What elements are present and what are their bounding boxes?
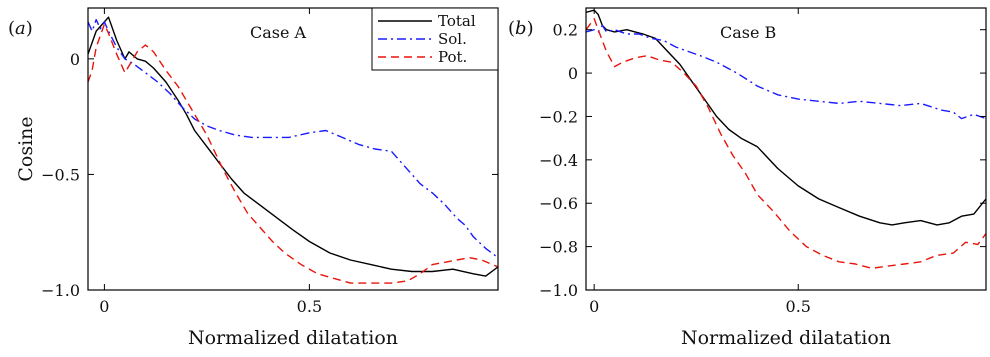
y-tick-label: 0 — [568, 64, 578, 83]
y-tick-label: −1.0 — [41, 281, 80, 300]
y-tick-label: −1.0 — [539, 281, 578, 300]
y-axis-label: Cosine — [15, 116, 37, 181]
plot-frame — [585, 7, 987, 291]
x-tick-label: 0 — [99, 297, 109, 316]
case-label: Case A — [250, 23, 307, 42]
x-axis-label: Normalized dilatation — [681, 327, 891, 349]
panel-tag: (a) — [8, 18, 33, 39]
plot-frame — [87, 7, 499, 291]
case-label: Case B — [720, 23, 776, 42]
series-line-pot — [586, 18, 986, 269]
y-tick-label: −0.2 — [539, 107, 578, 126]
x-tick-label: 0 — [589, 297, 599, 316]
y-tick-label: 0.2 — [553, 21, 578, 40]
panel-tag: (b) — [508, 18, 534, 39]
x-tick-label: 0.5 — [297, 297, 322, 316]
y-tick-label: −0.8 — [539, 238, 578, 257]
legend-entry: Pot. — [438, 48, 467, 66]
series-line-pot — [88, 23, 498, 284]
y-tick-label: −0.6 — [539, 194, 578, 213]
y-tick-label: −0.4 — [539, 151, 578, 170]
series-line-sol — [586, 24, 986, 120]
legend-entry: Total — [438, 12, 476, 30]
panel-a: 0 0.5 0 −0.5 −1.0 Normalized dilatation Cosine… — [8, 7, 499, 349]
legend-box — [371, 7, 499, 71]
series-line-total — [586, 9, 986, 226]
x-axis-label: Normalized dilatation — [188, 327, 398, 349]
y-tick-label: −0.5 — [41, 165, 80, 184]
series-line-total — [88, 16, 498, 277]
legend-entry: Sol. — [438, 30, 467, 48]
y-tick-label: 0 — [70, 50, 80, 69]
panel-b: 0 0.5 0.2 0 −0.2 −0.4 −0.6 −0.8 −1.0 Normalized d… — [508, 7, 987, 349]
x-tick-label: 0.5 — [786, 297, 811, 316]
series-line-sol — [88, 18, 498, 259]
